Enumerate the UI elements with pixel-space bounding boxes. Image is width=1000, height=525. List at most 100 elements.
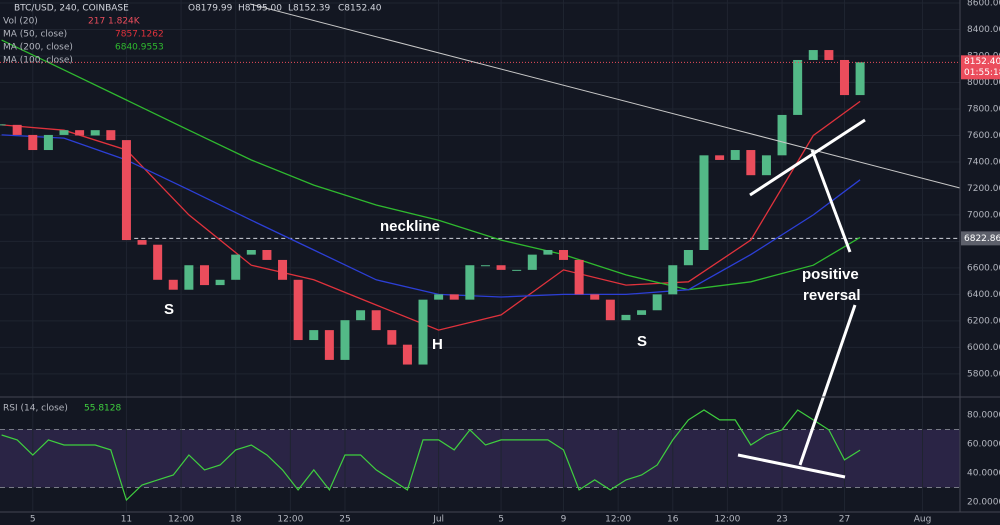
candle — [777, 114, 787, 156]
candle — [512, 269, 522, 271]
drawn-line — [749, 118, 866, 197]
candle — [449, 294, 459, 300]
legend-entry: MA (100, close) — [3, 56, 73, 66]
candle — [153, 244, 163, 280]
y-tick-label: 8000.00 — [967, 78, 1000, 88]
x-tick-label: Jul — [432, 515, 444, 525]
x-tick-label: 12:00 — [168, 515, 194, 525]
rsi-band — [0, 429, 960, 488]
rsi-line — [1, 409, 861, 502]
candle — [590, 294, 600, 300]
candle — [43, 134, 53, 151]
candle — [168, 279, 178, 290]
drawn-line — [810, 149, 852, 253]
ohlc-value: H8195.00 — [238, 4, 282, 14]
candle — [824, 50, 834, 60]
last-price-tag — [961, 55, 1000, 80]
candle — [402, 344, 412, 365]
x-tick-label: 16 — [667, 515, 679, 525]
rsi-tick-label: 60.0000 — [967, 439, 1000, 449]
candle — [574, 259, 584, 295]
candle — [527, 254, 537, 270]
annotation: reversal — [803, 287, 861, 304]
candle — [278, 259, 288, 280]
candle — [543, 250, 553, 255]
y-tick-label: 7600.00 — [967, 131, 1000, 141]
volume-name: Vol (20) — [3, 17, 38, 27]
x-tick-label: 12:00 — [277, 515, 303, 525]
y-tick-label: 5800.00 — [967, 369, 1000, 379]
y-tick-label: 8600.00 — [967, 0, 1000, 9]
candle — [465, 265, 475, 300]
legend-entry: MA (200, close) — [3, 43, 73, 53]
volume-value: 217 — [88, 17, 105, 27]
candle — [715, 155, 725, 160]
y-tick-label: 7000.00 — [967, 210, 1000, 220]
candle — [215, 279, 225, 286]
candle — [199, 265, 209, 286]
annotation: neckline — [380, 218, 440, 235]
x-tick-label: 25 — [339, 515, 350, 525]
y-tick-label: 7400.00 — [967, 157, 1000, 167]
candle — [28, 134, 38, 151]
x-tick-label: 5 — [30, 515, 36, 525]
countdown: 01:55:18 — [964, 68, 1000, 78]
trend-line — [249, 3, 961, 189]
drawn-line — [798, 304, 857, 466]
rsi-tick-label: 80.0000 — [967, 410, 1000, 420]
last-price-label: 8152.40 — [964, 57, 1000, 67]
rsi-value: 55.8128 — [84, 404, 121, 414]
x-tick-label: 27 — [839, 515, 850, 525]
y-tick-label: 7800.00 — [967, 104, 1000, 114]
candle — [637, 310, 647, 315]
level-tag — [961, 231, 1000, 246]
candle — [121, 140, 131, 241]
candle — [605, 299, 615, 321]
candle — [246, 250, 256, 255]
ohlc-value: L8152.39 — [288, 4, 331, 14]
candle — [137, 240, 147, 245]
candle — [356, 310, 366, 321]
x-tick-label: 18 — [230, 515, 242, 525]
candle — [808, 50, 818, 60]
legend: O8179.99 H8195.00 L8152.39 C8152.40 Vol (20)… — [3, 4, 382, 414]
rsi-title: RSI (14, close) — [3, 404, 68, 414]
candle — [371, 310, 381, 331]
candle — [90, 130, 100, 136]
candle — [418, 299, 428, 365]
x-tick-label: 11 — [121, 515, 132, 525]
y-tick-label: 6000.00 — [967, 343, 1000, 353]
x-tick-label: 12:00 — [605, 515, 631, 525]
candle — [559, 250, 569, 260]
x-tick-label: 9 — [561, 515, 567, 525]
drawn-line — [737, 453, 846, 479]
candle — [293, 279, 303, 341]
y-tick-label: 6600.00 — [967, 263, 1000, 273]
candle — [855, 62, 865, 96]
x-tick-label: Aug — [914, 515, 932, 525]
candle — [309, 330, 319, 341]
candle — [699, 155, 709, 251]
candle — [652, 294, 662, 311]
candle — [761, 155, 771, 176]
y-tick-label: 8400.00 — [967, 25, 1000, 35]
y-tick-label: 6400.00 — [967, 290, 1000, 300]
annotation: S — [637, 333, 647, 350]
candle — [668, 265, 678, 295]
annotation: H — [432, 336, 443, 353]
annotation: positive — [802, 266, 859, 283]
volume-value: 1.824K — [108, 17, 141, 27]
candle — [324, 330, 334, 360]
candle — [730, 150, 740, 160]
legend-value: 6840.9553 — [115, 43, 164, 53]
candle — [184, 265, 194, 290]
rsi-tick-label: 40.0000 — [967, 468, 1000, 478]
annotation: S — [164, 301, 174, 318]
candle — [75, 130, 85, 136]
candle — [496, 265, 506, 270]
ohlc-value: O8179.99 — [188, 4, 233, 14]
candle — [683, 250, 693, 266]
legend-value: 7857.1262 — [115, 30, 164, 40]
x-tick-label: 12:00 — [714, 515, 740, 525]
